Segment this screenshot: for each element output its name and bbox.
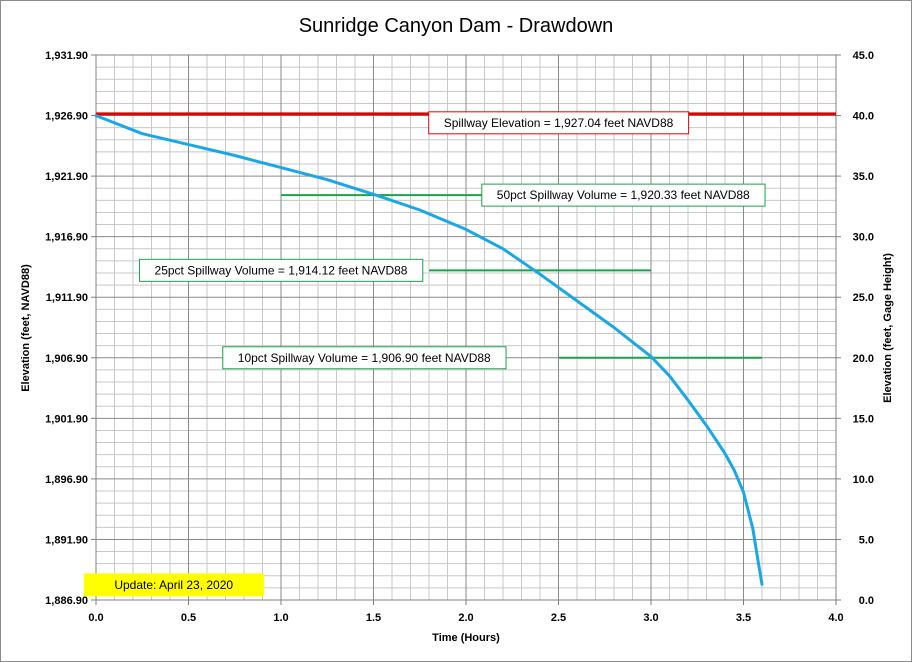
y-left-tick-label: 1,901.90 <box>45 413 88 425</box>
annotation-label: 25pct Spillway Volume = 1,914.12 feet NA… <box>155 263 408 277</box>
x-tick-label: 0.0 <box>88 612 103 624</box>
y-right-tick-label: 15.0 <box>853 413 874 425</box>
y-right-tick-label: 30.0 <box>853 232 874 244</box>
update-note-label: Update: April 23, 2020 <box>114 578 233 592</box>
x-axis-ticks: 0.0 0.5 1.0 1.5 2.0 2.5 3.0 3.5 4.0 <box>88 600 844 624</box>
reference-annotation: 50pct Spillway Volume = 1,920.33 feet NA… <box>481 183 766 207</box>
y-left-tick-label: 1,906.90 <box>45 353 88 365</box>
x-tick-label: 0.5 <box>181 612 196 624</box>
y-left-tick-label: 1,921.90 <box>45 171 88 183</box>
x-axis-title: Time (Hours) <box>432 632 500 644</box>
y-left-tick-label: 1,931.90 <box>45 50 88 62</box>
annotation-box <box>428 111 690 135</box>
annotation-label: 10pct Spillway Volume = 1,906.90 feet NA… <box>238 351 491 365</box>
y-left-tick-label: 1,886.90 <box>45 595 88 607</box>
y-right-axis-ticks: 0.0 5.0 10.0 15.0 20.0 25.0 30.0 35.0 40.0 45.0 <box>836 50 874 607</box>
drawdown-series-line <box>94 114 764 586</box>
y-right-tick-label: 45.0 <box>853 50 874 62</box>
y-left-tick-label: 1,911.90 <box>46 292 88 304</box>
annotations: Spillway Elevation = 1,927.04 feet NAVD8… <box>83 111 766 597</box>
annotation-box <box>481 183 766 207</box>
reference-annotation: 10pct Spillway Volume = 1,906.90 feet NA… <box>222 346 507 370</box>
update-note: Update: April 23, 2020 <box>83 573 264 597</box>
x-tick-label: 4.0 <box>828 612 843 624</box>
y-left-tick-label: 1,891.90 <box>45 534 88 546</box>
y-right-tick-label: 10.0 <box>853 474 874 486</box>
annotation-label: 50pct Spillway Volume = 1,920.33 feet NA… <box>497 188 750 202</box>
annotation-label: Spillway Elevation = 1,927.04 feet NAVD8… <box>444 116 674 130</box>
x-tick-label: 3.0 <box>643 612 658 624</box>
x-tick-label: 2.0 <box>458 612 473 624</box>
series-layer <box>94 114 764 586</box>
update-note-box <box>83 573 264 597</box>
y-right-tick-label: 35.0 <box>853 171 874 183</box>
y-right-tick-label: 20.0 <box>853 353 874 365</box>
reference-annotation: Spillway Elevation = 1,927.04 feet NAVD8… <box>428 111 690 135</box>
y-left-axis-title: Elevation (feet, NAVD88) <box>20 264 32 392</box>
chart-title: Sunridge Canyon Dam - Drawdown <box>299 15 614 37</box>
annotation-box <box>139 258 424 282</box>
y-left-tick-label: 1,926.90 <box>45 111 88 123</box>
x-tick-label: 1.0 <box>273 612 288 624</box>
y-right-tick-label: 40.0 <box>853 111 874 123</box>
y-left-tick-label: 1,916.90 <box>45 232 88 244</box>
y-left-tick-label: 1,896.90 <box>45 474 88 486</box>
reference-annotation: 25pct Spillway Volume = 1,914.12 feet NA… <box>139 258 424 282</box>
y-right-tick-label: 0.0 <box>859 595 874 607</box>
x-tick-label: 2.5 <box>551 612 566 624</box>
y-right-axis-title: Elevation (feet, Gage Height) <box>882 253 894 403</box>
y-right-tick-label: 5.0 <box>859 534 874 546</box>
x-tick-label: 1.5 <box>366 612 381 624</box>
x-tick-label: 3.5 <box>736 612 751 624</box>
y-left-axis-ticks: 1,886.90 1,891.90 1,896.90 1,901.90 1,906.90… <box>45 50 96 607</box>
annotation-box <box>222 346 507 370</box>
y-right-tick-label: 25.0 <box>853 292 874 304</box>
